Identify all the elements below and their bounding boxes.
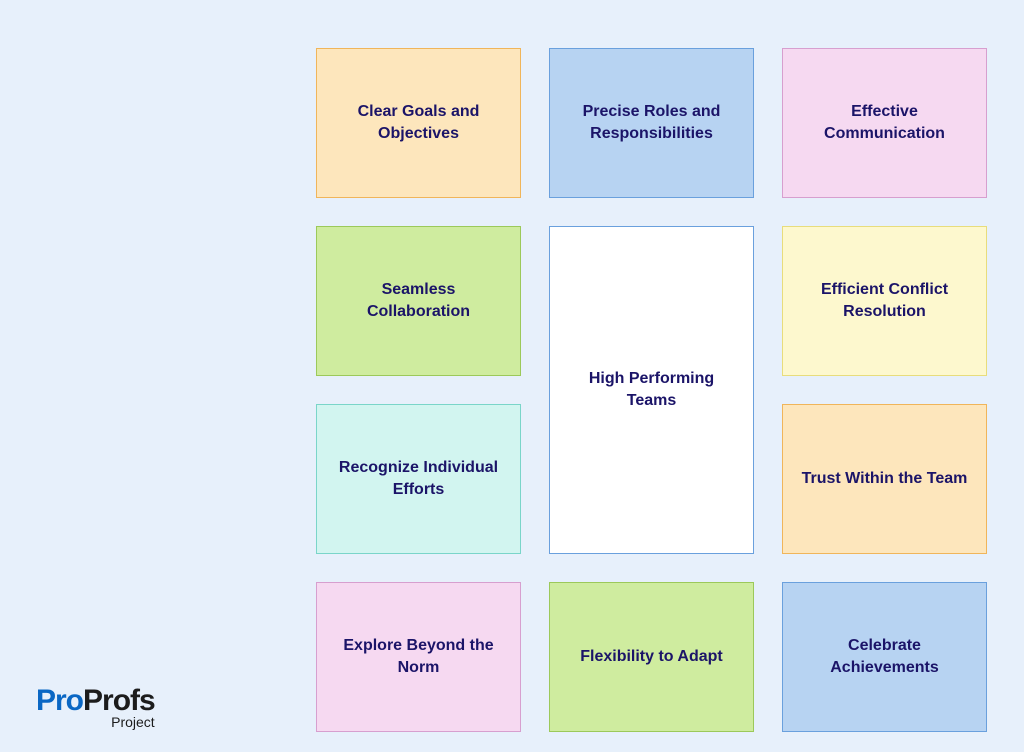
grid-cell: Celebrate Achievements [782, 582, 987, 732]
grid-cell: Flexibility to Adapt [549, 582, 754, 732]
logo-wordmark: ProProfs [36, 686, 155, 716]
grid-cell-label: Clear Goals and Objectives [331, 101, 506, 144]
grid-cell-label: Explore Beyond the Norm [331, 635, 506, 678]
logo: ProProfs Project [36, 686, 155, 730]
canvas: Clear Goals and Objectives Precise Roles … [0, 0, 1024, 752]
grid-cell: Seamless Collaboration [316, 226, 521, 376]
grid-cell: Precise Roles and Responsibilities [549, 48, 754, 198]
logo-subtext: Project [111, 714, 155, 730]
grid-cell: Trust Within the Team [782, 404, 987, 554]
logo-pro-text: Pro [36, 686, 83, 716]
grid-cell-label: Precise Roles and Responsibilities [564, 101, 739, 144]
grid-cell-label: Seamless Collaboration [331, 279, 506, 322]
grid-cell: Effective Communication [782, 48, 987, 198]
grid-cell-label: Recognize Individual Efforts [331, 457, 506, 500]
logo-profs-text: Profs [83, 686, 155, 716]
grid-cell-label: Efficient Conflict Resolution [797, 279, 972, 322]
grid-cell-label: High Performing Teams [564, 368, 739, 411]
grid-cell-label: Trust Within the Team [802, 468, 968, 490]
grid-cell-label: Effective Communication [797, 101, 972, 144]
grid-cell: Recognize Individual Efforts [316, 404, 521, 554]
grid-cell: High Performing Teams [549, 226, 754, 554]
grid-cell: Explore Beyond the Norm [316, 582, 521, 732]
grid-cell-label: Flexibility to Adapt [580, 646, 723, 668]
infographic-grid: Clear Goals and Objectives Precise Roles … [316, 48, 987, 732]
grid-cell: Clear Goals and Objectives [316, 48, 521, 198]
grid-cell-label: Celebrate Achievements [797, 635, 972, 678]
grid-cell: Efficient Conflict Resolution [782, 226, 987, 376]
